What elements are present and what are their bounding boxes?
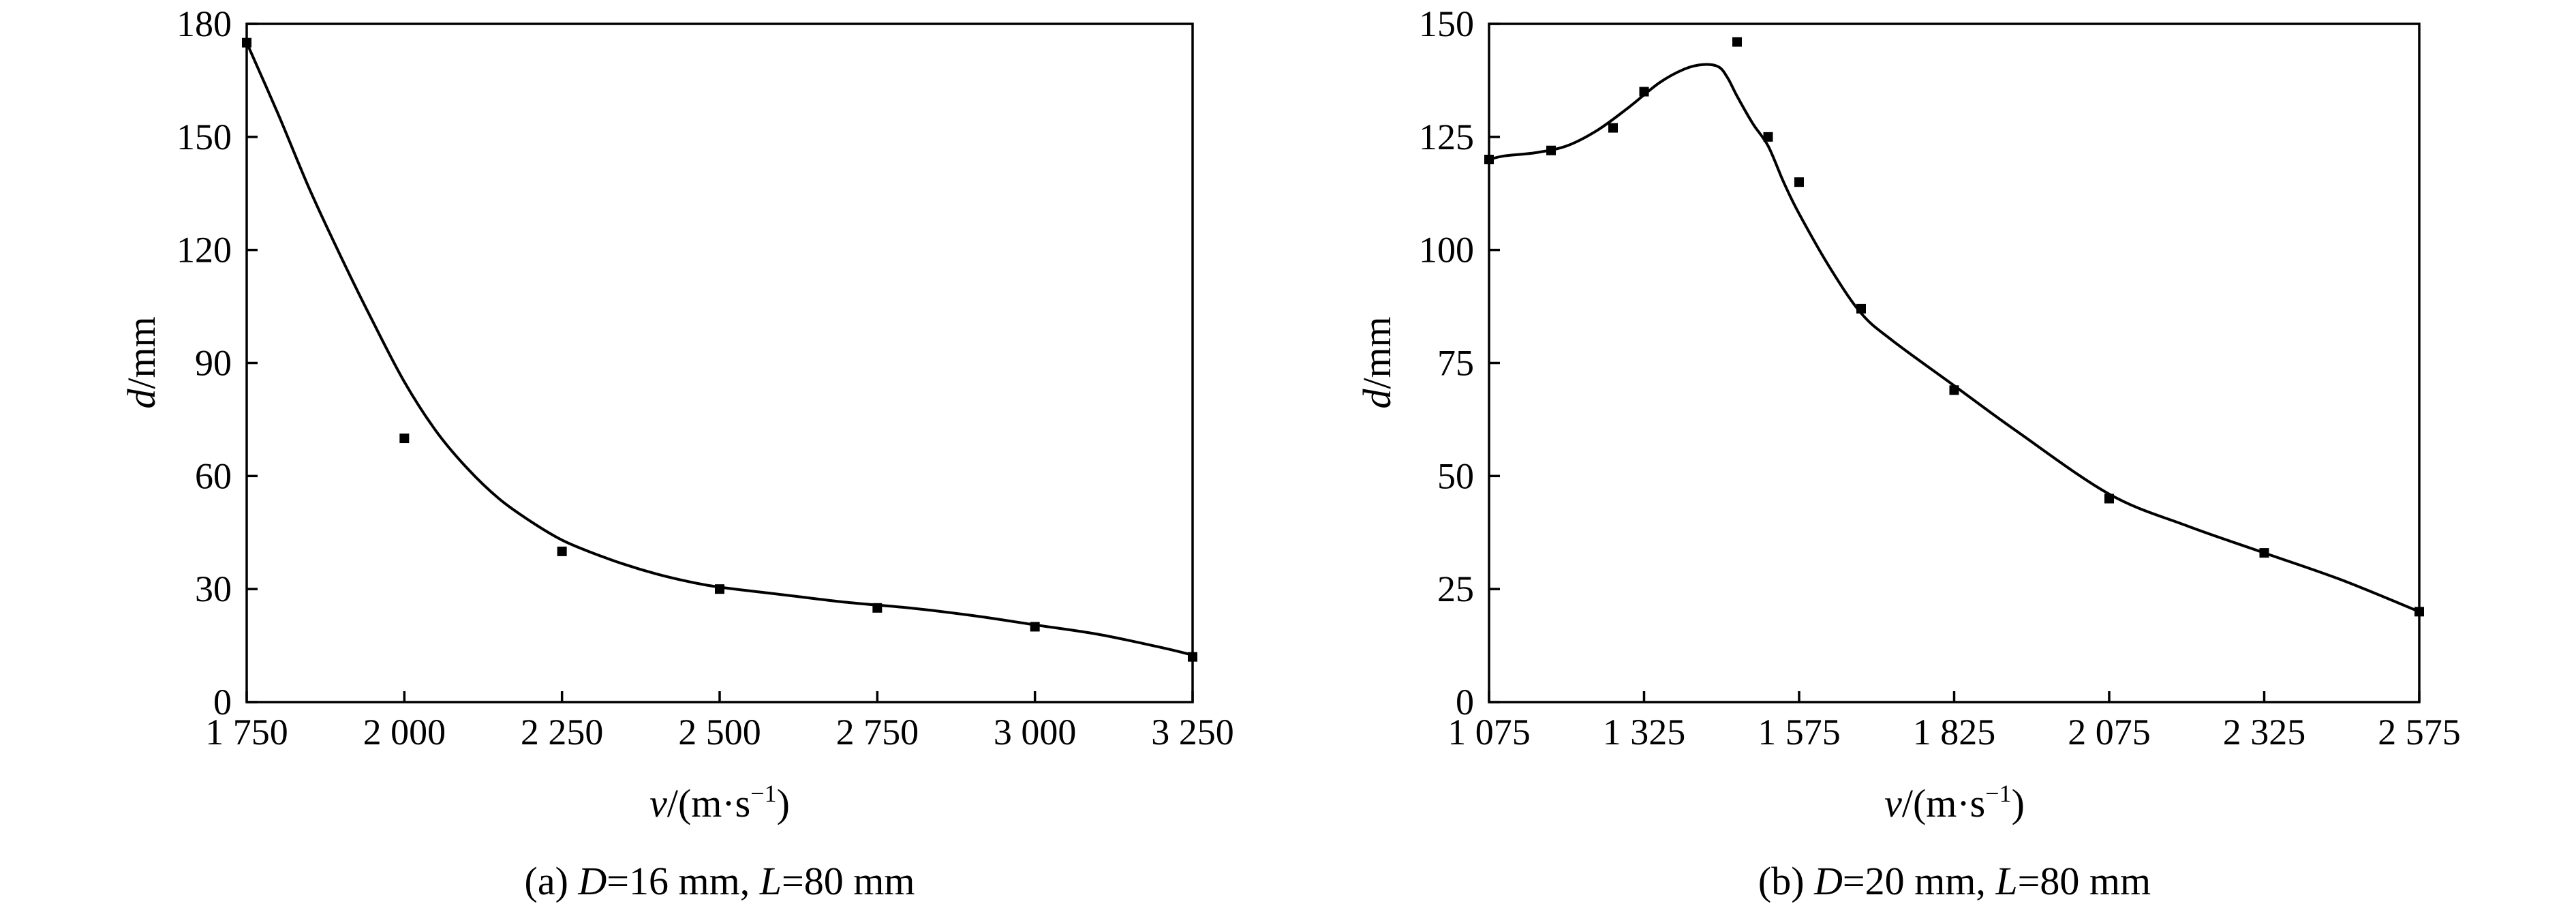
x-axis-title-b: v/(m·s−1) [1884,780,2025,825]
x-tick-label-b: 2 325 [2223,712,2306,753]
y-tick-label-a: 60 [195,455,232,496]
y-tick-label-a: 30 [195,568,232,609]
y-tick-label-b: 100 [1419,230,1474,271]
y-tick-label-b: 0 [1456,682,1474,723]
data-point-b [1794,177,1804,187]
ticks-b: 1 075 1 325 1 575 1 825 2 075 2 325 2 575 0 25 50… [1419,3,2461,753]
data-point-b [2414,607,2424,617]
data-point-a [1188,652,1197,662]
y-tick-label-a: 150 [177,117,232,157]
data-point-b [1856,303,1866,314]
data-points-a [242,37,1197,662]
data-point-a [399,434,410,444]
data-points-b [1484,37,2424,617]
x-axis-title-a: v/(m·s−1) [649,780,790,825]
y-tick-label-b: 25 [1437,568,1474,609]
data-point-a [715,584,724,594]
y-tick-label-b: 125 [1419,117,1474,157]
data-point-a [872,603,883,613]
data-point-b [1763,132,1773,142]
x-tick-label-a: 2 250 [521,712,604,753]
chart-panel-a: 1 750 2 000 2 250 2 500 2 750 3 000 3 250 0 30 60… [119,3,1234,903]
data-point-b [1949,385,1959,395]
fit-curve-b [1488,63,2420,613]
data-point-b [1546,145,1556,155]
plot-frame-b [1488,22,2421,703]
plot-frame-a [245,22,1194,703]
y-tick-label-a: 90 [195,343,232,384]
data-point-b [1608,123,1618,133]
data-point-a [242,37,251,48]
x-tick-label-b: 2 075 [2068,712,2151,753]
x-tick-label-b: 1 325 [1603,712,1686,753]
chart-panel-b: 1 075 1 325 1 575 1 825 2 075 2 325 2 575 0 25 50… [1355,3,2461,903]
x-tick-label-a: 2 000 [363,712,446,753]
y-tick-label-a: 120 [177,230,232,271]
caption-a: (a) D=16 mm, L=80 mm [525,859,915,903]
y-tick-label-b: 150 [1419,3,1474,44]
data-point-b [1639,87,1649,97]
x-tick-label-b: 1 075 [1447,712,1531,753]
data-point-a [1030,622,1040,632]
y-axis-title-a: d/mm [119,316,164,408]
data-point-a [557,546,567,556]
x-tick-label-a: 2 750 [836,712,919,753]
x-tick-label-a: 2 500 [678,712,761,753]
x-tick-label-a: 1 750 [205,712,288,753]
x-tick-label-b: 1 575 [1758,712,1841,753]
y-tick-label-b: 50 [1437,455,1474,496]
x-tick-label-a: 3 250 [1151,712,1234,753]
ticks-a: 1 750 2 000 2 250 2 500 2 750 3 000 3 250 0 30 60… [177,3,1234,753]
data-point-b [1484,155,1494,164]
x-tick-label-b: 1 825 [1913,712,1996,753]
y-tick-label-b: 75 [1437,343,1474,384]
y-tick-label-a: 0 [213,682,232,723]
data-point-b [2104,494,2114,504]
x-tick-label-a: 3 000 [994,712,1077,753]
y-axis-title-b: d/mm [1355,316,1399,408]
data-point-b [2259,548,2269,558]
x-tick-label-b: 2 575 [2378,712,2461,753]
data-point-b [1732,37,1742,47]
caption-b: (b) D=20 mm, L=80 mm [1758,859,2151,903]
y-tick-label-a: 180 [177,3,232,44]
fit-curve-a [245,42,1193,656]
